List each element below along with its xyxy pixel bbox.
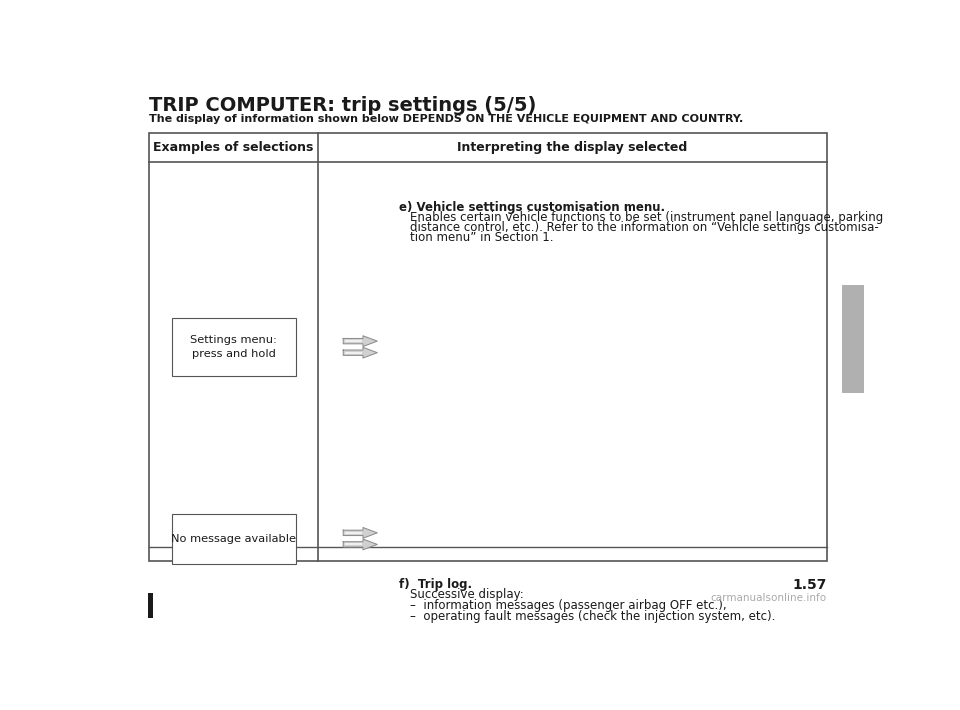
Polygon shape [345, 532, 362, 534]
Text: TRIP COMPUTER: trip settings (5/5): TRIP COMPUTER: trip settings (5/5) [150, 96, 537, 115]
Polygon shape [345, 351, 362, 354]
Text: distance control, etc.). Refer to the information on “Vehicle settings customisa: distance control, etc.). Refer to the in… [410, 221, 878, 234]
Bar [148, 594, 154, 618]
Text: No message available: No message available [171, 534, 296, 544]
Text: Examples of selections: Examples of selections [154, 141, 314, 154]
Polygon shape [344, 336, 377, 346]
Bar [172, 318, 296, 376]
Bar [172, 513, 296, 564]
Text: –  information messages (passenger airbag OFF etc.),: – information messages (passenger airbag… [410, 599, 727, 612]
Bar [842, 285, 864, 393]
Text: Interpreting the display selected: Interpreting the display selected [457, 141, 687, 154]
Text: carmanualsonline.info: carmanualsonline.info [710, 593, 827, 603]
Text: Successive display:: Successive display: [410, 588, 523, 601]
Bar [150, 133, 827, 561]
Text: 1.57: 1.57 [792, 578, 827, 592]
Polygon shape [345, 543, 362, 545]
Polygon shape [344, 347, 377, 358]
Text: –  operating fault messages (check the injection system, etc).: – operating fault messages (check the in… [410, 610, 776, 623]
Text: The display of information shown below DEPENDS ON THE VEHICLE EQUIPMENT AND COUN: The display of information shown below D… [150, 114, 744, 124]
Text: e) Vehicle settings customisation menu.: e) Vehicle settings customisation menu. [399, 201, 665, 214]
Text: tion menu” in Section 1.: tion menu” in Section 1. [410, 231, 553, 244]
Text: Settings menu:
press and hold: Settings menu: press and hold [190, 335, 277, 359]
Text: f)  Trip log.: f) Trip log. [399, 578, 472, 591]
Polygon shape [345, 340, 362, 342]
Text: Enables certain vehicle functions to be set (instrument panel language, parking: Enables certain vehicle functions to be … [410, 211, 883, 224]
Polygon shape [344, 528, 377, 538]
Polygon shape [344, 539, 377, 550]
